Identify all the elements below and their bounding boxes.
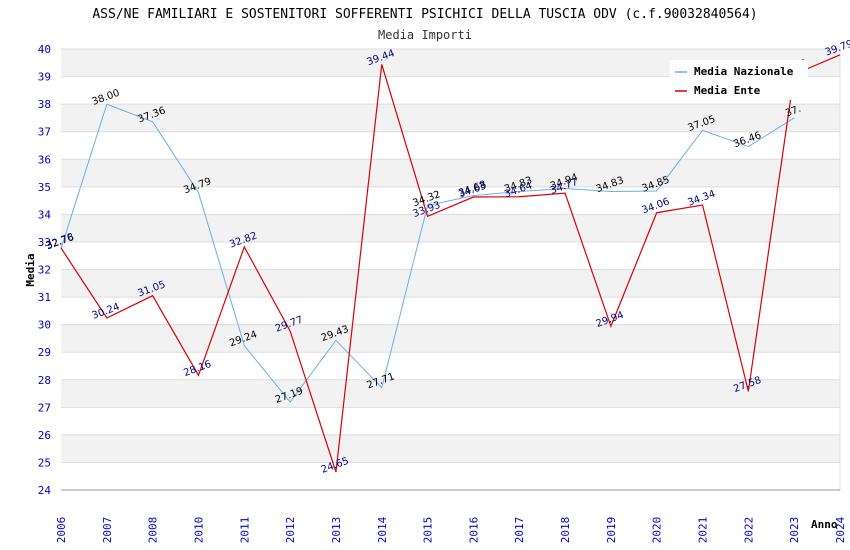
x-tick-labels: 2006 2007 2008 2010 2011 2012 2013 2014 2015 2016… <box>55 516 847 543</box>
band <box>61 131 840 160</box>
band <box>61 214 840 242</box>
band <box>61 462 840 490</box>
y-tick-label: 29 <box>38 346 51 359</box>
band <box>61 104 840 132</box>
x-tick-label: 2012 <box>284 517 297 544</box>
x-tick-label: 2022 <box>742 517 755 544</box>
band <box>61 269 840 298</box>
band <box>61 434 840 463</box>
x-tick-label: 2006 <box>55 517 68 544</box>
y-tick-label: 32 <box>38 264 51 277</box>
y-tick-label: 34 <box>38 208 52 221</box>
x-tick-label: 2007 <box>101 517 114 544</box>
chart-subtitle: Media Importi <box>378 28 472 42</box>
y-tick-label: 30 <box>38 319 51 332</box>
data-label-media-nazionale: 37. <box>784 104 803 120</box>
x-tick-label: 2017 <box>513 517 526 544</box>
band <box>61 324 840 353</box>
x-tick-label: 2016 <box>467 517 480 544</box>
y-tick-label: 37 <box>38 126 51 139</box>
y-tick-label: 28 <box>38 374 51 387</box>
x-tick-label: 2014 <box>376 516 389 543</box>
band <box>61 241 840 270</box>
series-line-media-ente <box>60 54 841 473</box>
chart-title: ASS/NE FAMILIARI E SOSTENITORI SOFFERENT… <box>92 7 757 22</box>
x-tick-label: 2015 <box>422 517 435 544</box>
band <box>61 379 840 408</box>
x-tick-label: 2019 <box>605 517 618 544</box>
y-axis-label: Media <box>24 253 37 286</box>
y-tick-label: 26 <box>38 429 51 442</box>
y-tick-label: 39 <box>38 71 51 84</box>
legend-label-media-ente: Media Ente <box>694 84 761 97</box>
y-tick-label: 40 <box>38 43 51 56</box>
y-tick-label: 38 <box>38 98 51 111</box>
gridlines <box>61 48 841 491</box>
band <box>61 352 840 380</box>
x-tick-label: 2018 <box>559 517 572 544</box>
y-tick-label: 27 <box>38 401 51 414</box>
x-tick-label: 2010 <box>192 517 205 544</box>
band <box>61 407 840 435</box>
plot-background-bands <box>61 49 840 490</box>
x-tick-label: 2013 <box>330 517 343 544</box>
x-tick-label: 2023 <box>788 517 801 544</box>
y-tick-label: 24 <box>38 484 52 497</box>
x-tick-label: 2011 <box>238 517 251 544</box>
legend: Media Nazionale Media Ente <box>670 60 808 100</box>
y-tick-label: 31 <box>38 291 51 304</box>
y-tick-labels: 24 25 26 27 28 29 30 31 32 33 34 35 36 37 38 39 40 <box>38 43 52 497</box>
y-tick-label: 36 <box>38 153 51 166</box>
x-tick-label: 2008 <box>147 517 160 544</box>
series-lines <box>60 54 841 473</box>
legend-label-media-nazionale: Media Nazionale <box>694 65 794 78</box>
series-line-media-nazionale <box>60 103 795 403</box>
band <box>61 297 840 325</box>
x-tick-label: 2021 <box>697 517 710 544</box>
band <box>61 159 840 187</box>
x-axis-label: Anno <box>811 518 838 531</box>
legend-box <box>670 60 808 100</box>
y-tick-label: 25 <box>38 456 51 469</box>
x-tick-label: 2020 <box>651 517 664 544</box>
y-tick-label: 35 <box>38 181 51 194</box>
y-tick-label: 33 <box>38 236 51 249</box>
x-tick-label: 2024 <box>834 516 847 543</box>
